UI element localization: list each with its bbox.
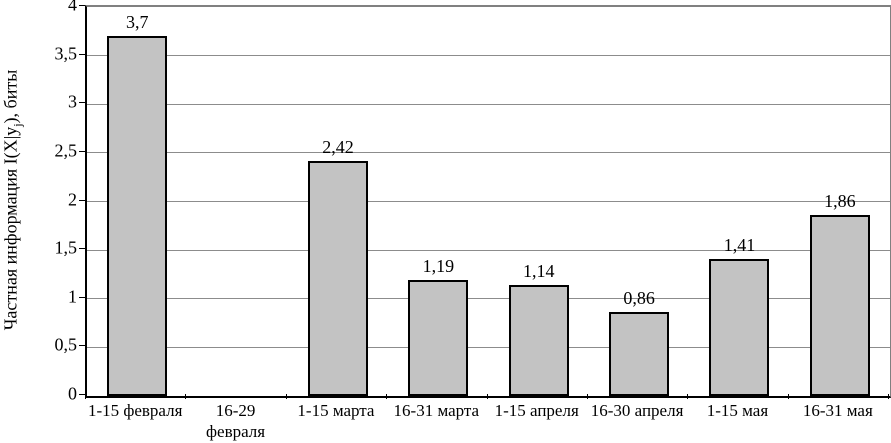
y-tick-mark: [79, 102, 85, 104]
bar: [307, 160, 368, 396]
y-tick-mark: [79, 5, 85, 6]
y-tick-mark: [79, 296, 85, 298]
bar-value-label: 3,7: [125, 12, 149, 33]
x-tick-mark: [586, 394, 588, 399]
y-tick-label: 0: [68, 383, 77, 404]
x-tick-mark: [85, 394, 86, 399]
gridline: [87, 298, 890, 300]
bar: [408, 280, 469, 396]
bar: [709, 258, 770, 396]
y-tick-label: 4: [68, 0, 77, 15]
y-tick-label: 2: [68, 189, 77, 209]
gridline: [87, 249, 890, 251]
y-tick-mark: [79, 150, 85, 152]
bar-value-label: 1,41: [723, 234, 756, 255]
x-tick-mark: [285, 394, 287, 399]
y-tick-mark: [79, 345, 85, 347]
bar: [609, 312, 670, 396]
gridline: [87, 346, 890, 348]
gridline: [87, 103, 890, 105]
x-tick-label: 1-15 мая: [706, 401, 769, 420]
x-tick-mark: [888, 394, 889, 399]
y-tick-label: 1,5: [54, 237, 78, 258]
gridline: [87, 55, 890, 57]
bar-value-label: 1,86: [824, 191, 856, 212]
x-tick-label: 16-31 марта: [393, 401, 480, 420]
y-tick-label: 3,5: [54, 43, 78, 64]
y-tick-label: 2,5: [54, 140, 78, 161]
x-tick-label: 16-30 апреля: [590, 401, 684, 420]
x-tick-mark: [386, 394, 388, 399]
y-tick-mark: [79, 394, 85, 395]
x-tick-label: 16-31 мая: [802, 401, 873, 420]
y-tick-label: 3: [68, 91, 77, 112]
bar-value-label: 1,19: [422, 256, 455, 277]
bar-value-label: 1,14: [522, 261, 555, 282]
y-tick-label: 0,5: [54, 334, 78, 355]
x-tick-label: 1-15 февраля: [87, 401, 183, 420]
gridline: [87, 152, 890, 154]
x-tick-label: 1-15 марта: [297, 401, 375, 420]
y-axis-title-suffix: ), биты: [0, 69, 21, 124]
x-tick-mark: [687, 394, 689, 399]
y-axis-title-text: Частная информация I(X|y: [0, 126, 21, 331]
bar: [508, 285, 569, 396]
y-axis-title-subscript: j: [10, 123, 25, 127]
y-tick-mark: [79, 199, 85, 201]
gridline: [87, 201, 890, 202]
y-tick-mark: [79, 53, 85, 55]
y-tick-label: 1: [68, 286, 77, 307]
bar-value-label: 2,42: [322, 136, 354, 157]
x-tick-label: 16-29 февраля: [206, 401, 266, 441]
y-tick-mark: [79, 248, 85, 250]
bar: [809, 215, 870, 396]
bar-value-label: 0,86: [623, 288, 655, 309]
y-axis-title: Частная информация I(X|yj), биты: [1, 70, 26, 331]
x-tick-mark: [185, 394, 187, 399]
x-tick-label: 1-15 апреля: [494, 401, 579, 420]
plot-area: 3,7 2,42 1,19 1,14 0,86 1,41 1,86: [85, 5, 891, 398]
x-tick-mark: [486, 394, 488, 399]
bar: [107, 36, 168, 396]
x-tick-mark: [787, 394, 789, 399]
